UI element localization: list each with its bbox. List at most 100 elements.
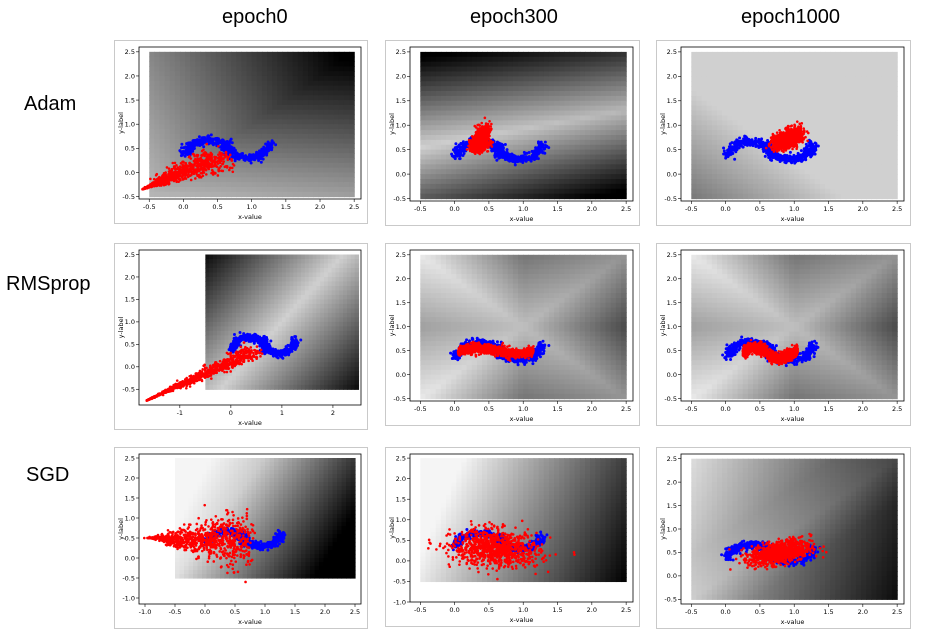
generated-point [788,133,792,137]
generated-point [769,136,773,140]
generated-point [196,166,200,169]
generated-point [224,151,228,154]
target-point [180,152,184,156]
generated-point [800,134,804,137]
generated-point [797,133,801,137]
generated-point [188,174,192,177]
target-point [799,149,803,153]
generated-point [192,153,196,156]
generated-point [167,167,171,170]
generated-point [473,147,477,150]
target-point [730,141,734,145]
target-point [206,139,210,143]
generated-point [802,127,805,130]
target-point [778,157,782,161]
generated-point [218,151,222,154]
target-point [503,143,507,147]
generated-point [183,176,187,179]
x-axis-label: x-value [238,419,262,427]
generated-point [485,139,489,142]
generated-point [487,137,491,141]
x-tick-label: 2.0 [587,205,597,213]
generated-point [764,146,768,150]
target-point [529,159,533,163]
target-point [249,161,253,165]
target-point [257,157,261,161]
generated-point [189,178,193,182]
generated-point [179,178,182,182]
target-point [454,142,458,146]
generated-point [774,139,778,142]
generated-point [182,165,186,169]
generated-series [141,142,236,191]
target-point [813,152,817,156]
target-point [234,154,238,158]
target-point [801,153,805,157]
target-point [808,153,812,157]
y-tick-label: 2.5 [396,48,406,56]
target-point [188,148,192,152]
generated-point [777,140,781,143]
generated-point [795,120,799,123]
target-series [178,133,278,165]
target-point [749,138,753,142]
generated-point [171,161,175,165]
generated-point [778,145,782,148]
generated-point [476,139,480,143]
y-axis-label: y-label [388,113,396,135]
generated-point [172,165,176,168]
target-point [284,345,288,349]
generated-point [488,140,491,144]
target-point [259,160,263,164]
generated-point [225,166,229,169]
scatter-plot: -0.5 0.0 0.5 1.0 1.5 2.0 2.5-0.50.00.51.01.52.… [659,46,905,223]
target-point [227,150,231,154]
generated-point [174,178,178,181]
x-tick-label: 2.0 [315,203,325,211]
y-tick-label: 2.0 [125,72,135,80]
generated-point [197,169,201,173]
y-tick-label: 1.0 [667,122,677,130]
generated-point [224,153,228,157]
target-point [756,140,760,144]
generated-point [468,142,472,145]
generated-point [483,147,486,151]
generated-point [209,159,213,163]
target-point [263,152,267,156]
generated-point [157,180,160,184]
generated-point [161,180,164,184]
generated-point [782,141,785,145]
generated-point [775,131,779,134]
y-tick-label: -0.5 [664,195,677,203]
target-point [738,136,742,140]
generated-point [779,135,782,139]
y-tick-label: 1.5 [396,97,406,105]
background-field [420,51,627,200]
generated-point [189,157,193,160]
generated-point [190,165,193,169]
y-tick-label: 0.0 [125,169,135,177]
target-point [197,135,201,139]
generated-point [480,121,484,125]
scatter-plot: -0.5 0.0 0.5 1.0 1.5 2.0 2.5-0.50.00.51.01.52.… [117,46,362,221]
target-point [213,137,217,141]
target-point [251,153,255,157]
y-tick-label: 1.5 [125,96,135,104]
target-point [796,151,800,155]
generated-point [216,162,220,165]
y-tick-label: 0.5 [125,145,135,153]
generated-point [475,136,478,139]
target-point [778,153,782,157]
generated-point [490,145,494,148]
generated-point [791,147,794,151]
generated-point [165,166,169,169]
target-point [190,143,194,147]
target-point [200,143,204,147]
generated-point [217,153,220,157]
target-point [263,148,267,152]
generated-point [172,179,176,183]
target-point [497,156,501,160]
generated-point [203,159,206,163]
target-point [513,163,517,167]
generated-point [196,158,200,162]
